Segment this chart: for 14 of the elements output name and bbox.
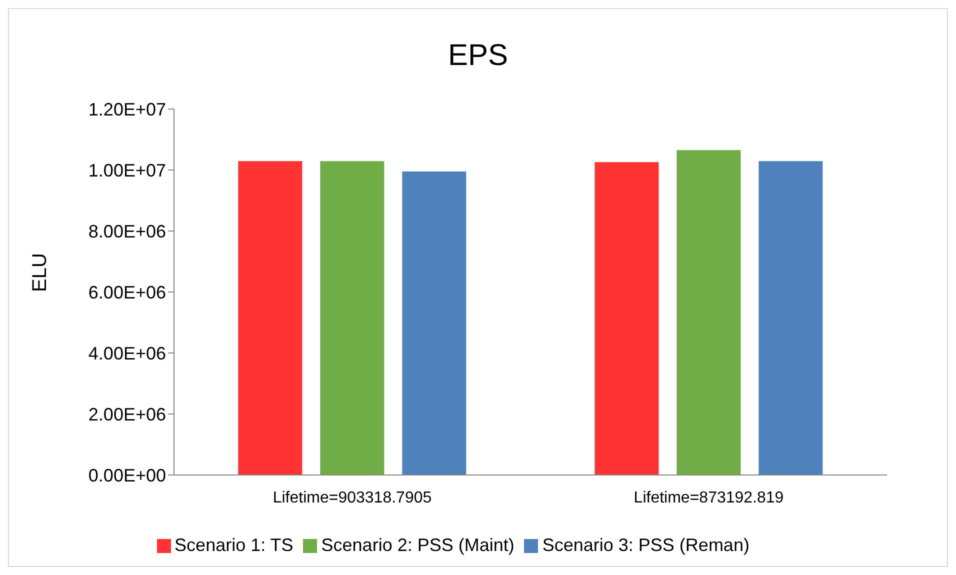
y-tick-label: 1.00E+07 (88, 160, 166, 180)
y-tick-label: 6.00E+06 (88, 282, 166, 302)
legend-label: Scenario 2: PSS (Maint) (321, 535, 514, 555)
x-tick-label: Lifetime=873192.819 (634, 489, 784, 506)
y-tick-label: 8.00E+06 (88, 221, 166, 242)
y-tick-label: 0.00E+00 (88, 465, 166, 486)
y-tick-label: 1.20E+07 (88, 99, 166, 120)
x-tick-label: Lifetime=903318.7905 (272, 489, 432, 506)
y-axis-title: ELU (29, 253, 52, 292)
legend-label: Scenario 1: TS (174, 535, 294, 555)
y-tick-label: 2.00E+06 (88, 404, 166, 424)
y-tick-label: 4.00E+06 (88, 343, 166, 364)
legend-label: Scenario 3: PSS (Reman) (542, 535, 750, 555)
chart-title: EPS (446, 39, 510, 73)
